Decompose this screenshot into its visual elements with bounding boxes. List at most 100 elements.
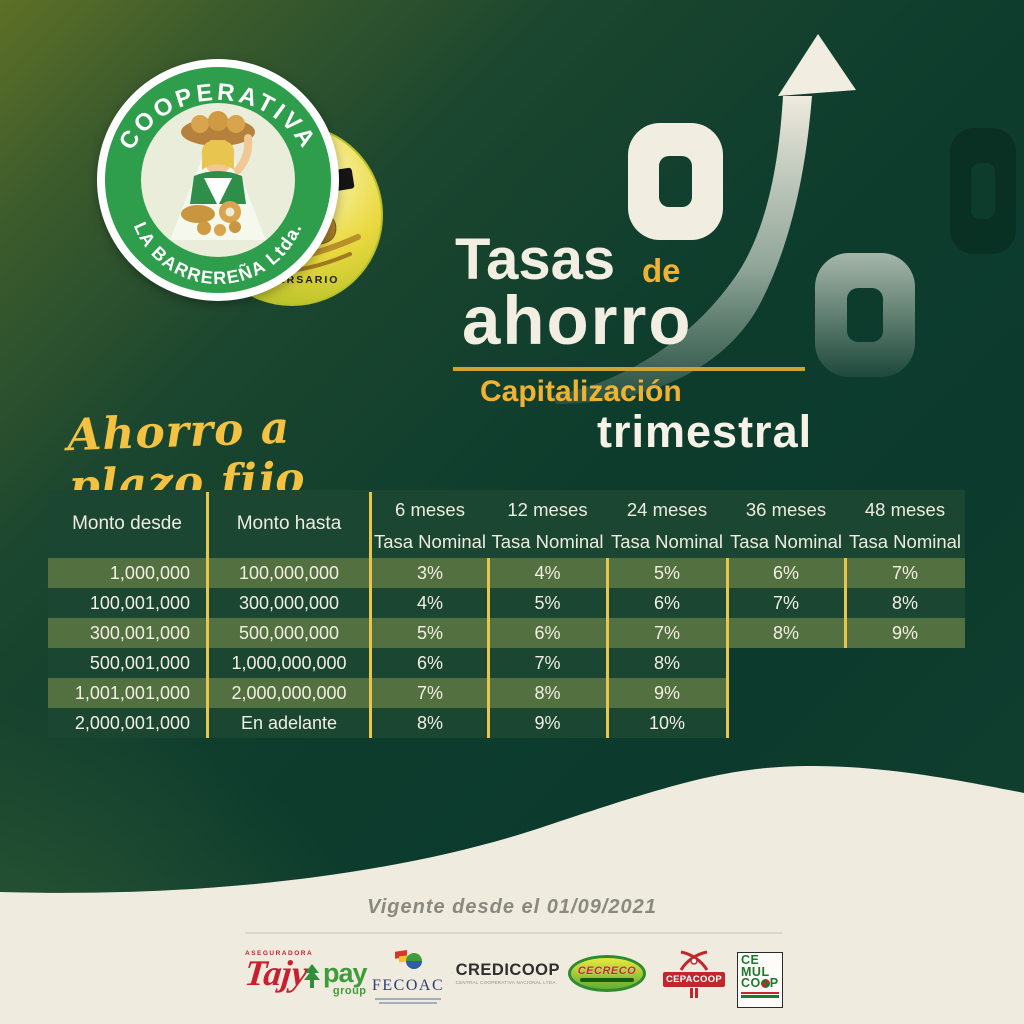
logo-tajy: ASEGURADORA Tajy <box>243 950 340 993</box>
column-divider <box>369 492 372 738</box>
group-wordmark: group <box>332 984 367 997</box>
header-monto-desde: Monto desde <box>72 513 182 534</box>
header-term: 6 meses <box>395 499 465 520</box>
credicoop-icon <box>452 972 453 974</box>
validity-note: Vigente desde el 01/09/2021 <box>367 896 657 918</box>
header-term-sub: Tasa Nominal <box>848 531 962 552</box>
cell-rate: 5% <box>534 593 561 613</box>
gray-zero-glyph <box>815 253 915 377</box>
arrow-head <box>778 34 856 96</box>
cemulcoop-microtext <box>741 991 779 994</box>
cell-monto-hasta: En adelante <box>240 713 338 733</box>
cemulcoop-microbar <box>741 994 779 998</box>
header-term-sub: Tasa Nominal <box>610 531 724 552</box>
cell-rate: 9% <box>534 713 561 733</box>
rising-arrow-graphic <box>552 96 812 404</box>
title-de: de <box>642 252 681 289</box>
cell-rate: 9% <box>891 623 918 643</box>
cell-rate: 6% <box>772 563 799 583</box>
cepacoop-wordmark: CEPACOOP <box>663 972 725 987</box>
cell-rate: 3% <box>416 563 443 583</box>
cell-monto-desde: 2,000,001,000 <box>74 713 190 733</box>
cell-rate: 6% <box>653 593 680 613</box>
cell-monto-hasta: 300,000,000 <box>238 593 340 613</box>
logo-credicoop: CREDICOOP CENTRAL COOPERATIVA NACIONAL L… <box>452 958 560 988</box>
header-term: 36 meses <box>745 499 827 520</box>
cell-monto-hasta: 2,000,000,000 <box>231 683 347 703</box>
cream-zero-glyph <box>628 123 723 240</box>
cell-monto-hasta: 100,000,000 <box>238 563 340 583</box>
cell-monto-desde: 500,001,000 <box>89 653 190 673</box>
title-gold-rule <box>453 367 805 371</box>
header-term-sub: Tasa Nominal <box>729 531 843 552</box>
column-divider <box>606 558 609 738</box>
header-term-sub: Tasa Nominal <box>491 531 604 552</box>
title-tasas: Tasas <box>455 227 616 292</box>
column-divider <box>726 558 729 738</box>
column-divider <box>844 558 847 648</box>
column-divider <box>206 492 209 738</box>
header-term: 24 meses <box>626 499 708 520</box>
credicoop-wordmark: CREDICOOP <box>455 961 560 979</box>
cell-monto-desde: 1,000,000 <box>109 563 190 583</box>
title-ahorro: ahorro <box>462 282 693 359</box>
header-term: 48 meses <box>864 499 946 520</box>
table-row-band <box>48 618 965 648</box>
cell-rate: 7% <box>416 683 443 703</box>
credicoop-subtext: CENTRAL COOPERATIVA NACIONAL LTDA. <box>455 980 558 985</box>
cell-rate: 6% <box>416 653 443 673</box>
cell-monto-desde: 1,001,001,000 <box>74 683 190 703</box>
fecoac-icon <box>395 950 422 969</box>
footer-divider <box>245 932 782 934</box>
cell-rate: 8% <box>891 593 918 613</box>
column-divider <box>487 558 490 738</box>
cell-rate: 4% <box>416 593 443 613</box>
cell-rate: 9% <box>653 683 680 703</box>
header-term: 12 meses <box>507 499 588 520</box>
subtitle-trimestral: trimestral <box>597 406 813 457</box>
cell-rate: 10% <box>648 713 686 733</box>
logo-cemulcoop: CE MUL CO P <box>737 952 783 1008</box>
ghost-zero-glyph <box>950 128 1016 254</box>
table-row-band <box>48 558 965 588</box>
cell-rate: 7% <box>653 623 680 643</box>
logo-pay-group: pay group <box>303 960 368 997</box>
cell-monto-hasta: 500,000,000 <box>238 623 340 643</box>
cell-rate: 6% <box>534 623 561 643</box>
cell-rate: 4% <box>534 563 561 583</box>
pay-tree-icon <box>304 964 320 988</box>
cell-monto-hasta: 1,000,000,000 <box>231 653 347 673</box>
logo-cecreco: CECRECO <box>568 955 646 992</box>
subtitle-capitalizacion: Capitalización <box>480 375 682 408</box>
cemulcoop-line1: CE <box>741 953 760 967</box>
table-row-band <box>48 678 727 708</box>
cell-rate: 7% <box>772 593 799 613</box>
cemulcoop-pinwheel-icon <box>760 979 770 988</box>
logo-fecoac: FECOAC <box>372 950 444 1004</box>
cemulcoop-line2: MUL <box>741 964 770 979</box>
header-term-sub: Tasa Nominal <box>373 531 487 552</box>
cell-rate: 7% <box>891 563 918 583</box>
cell-rate: 7% <box>534 653 561 673</box>
table-row-band <box>48 648 727 678</box>
cell-rate: 8% <box>653 653 680 673</box>
cell-monto-desde: 100,001,000 <box>89 593 190 613</box>
logo-cepacoop: CEPACOOP <box>663 950 725 1000</box>
cell-rate: 8% <box>772 623 799 643</box>
header-monto-hasta: Monto hasta <box>236 513 342 534</box>
cell-monto-desde: 300,001,000 <box>89 623 190 643</box>
fecoac-microtext <box>379 1002 437 1004</box>
table-header-band <box>48 490 965 558</box>
cepacoop-base-icon <box>690 988 698 998</box>
table-row-band <box>48 588 965 618</box>
table-row-band <box>48 708 727 738</box>
cooperative-logo: COOPERATIVA LA BARREREÑA Ltda. <box>97 59 339 301</box>
cecreco-wordmark: CECRECO <box>577 965 637 977</box>
cecreco-microtext <box>580 978 634 982</box>
cemulcoop-line3: CO P <box>741 976 779 990</box>
tajy-aseguradora-label: ASEGURADORA <box>245 950 314 957</box>
cell-rate: 8% <box>416 713 443 733</box>
cell-rate: 8% <box>534 683 561 703</box>
fecoac-microtext <box>375 998 441 1000</box>
